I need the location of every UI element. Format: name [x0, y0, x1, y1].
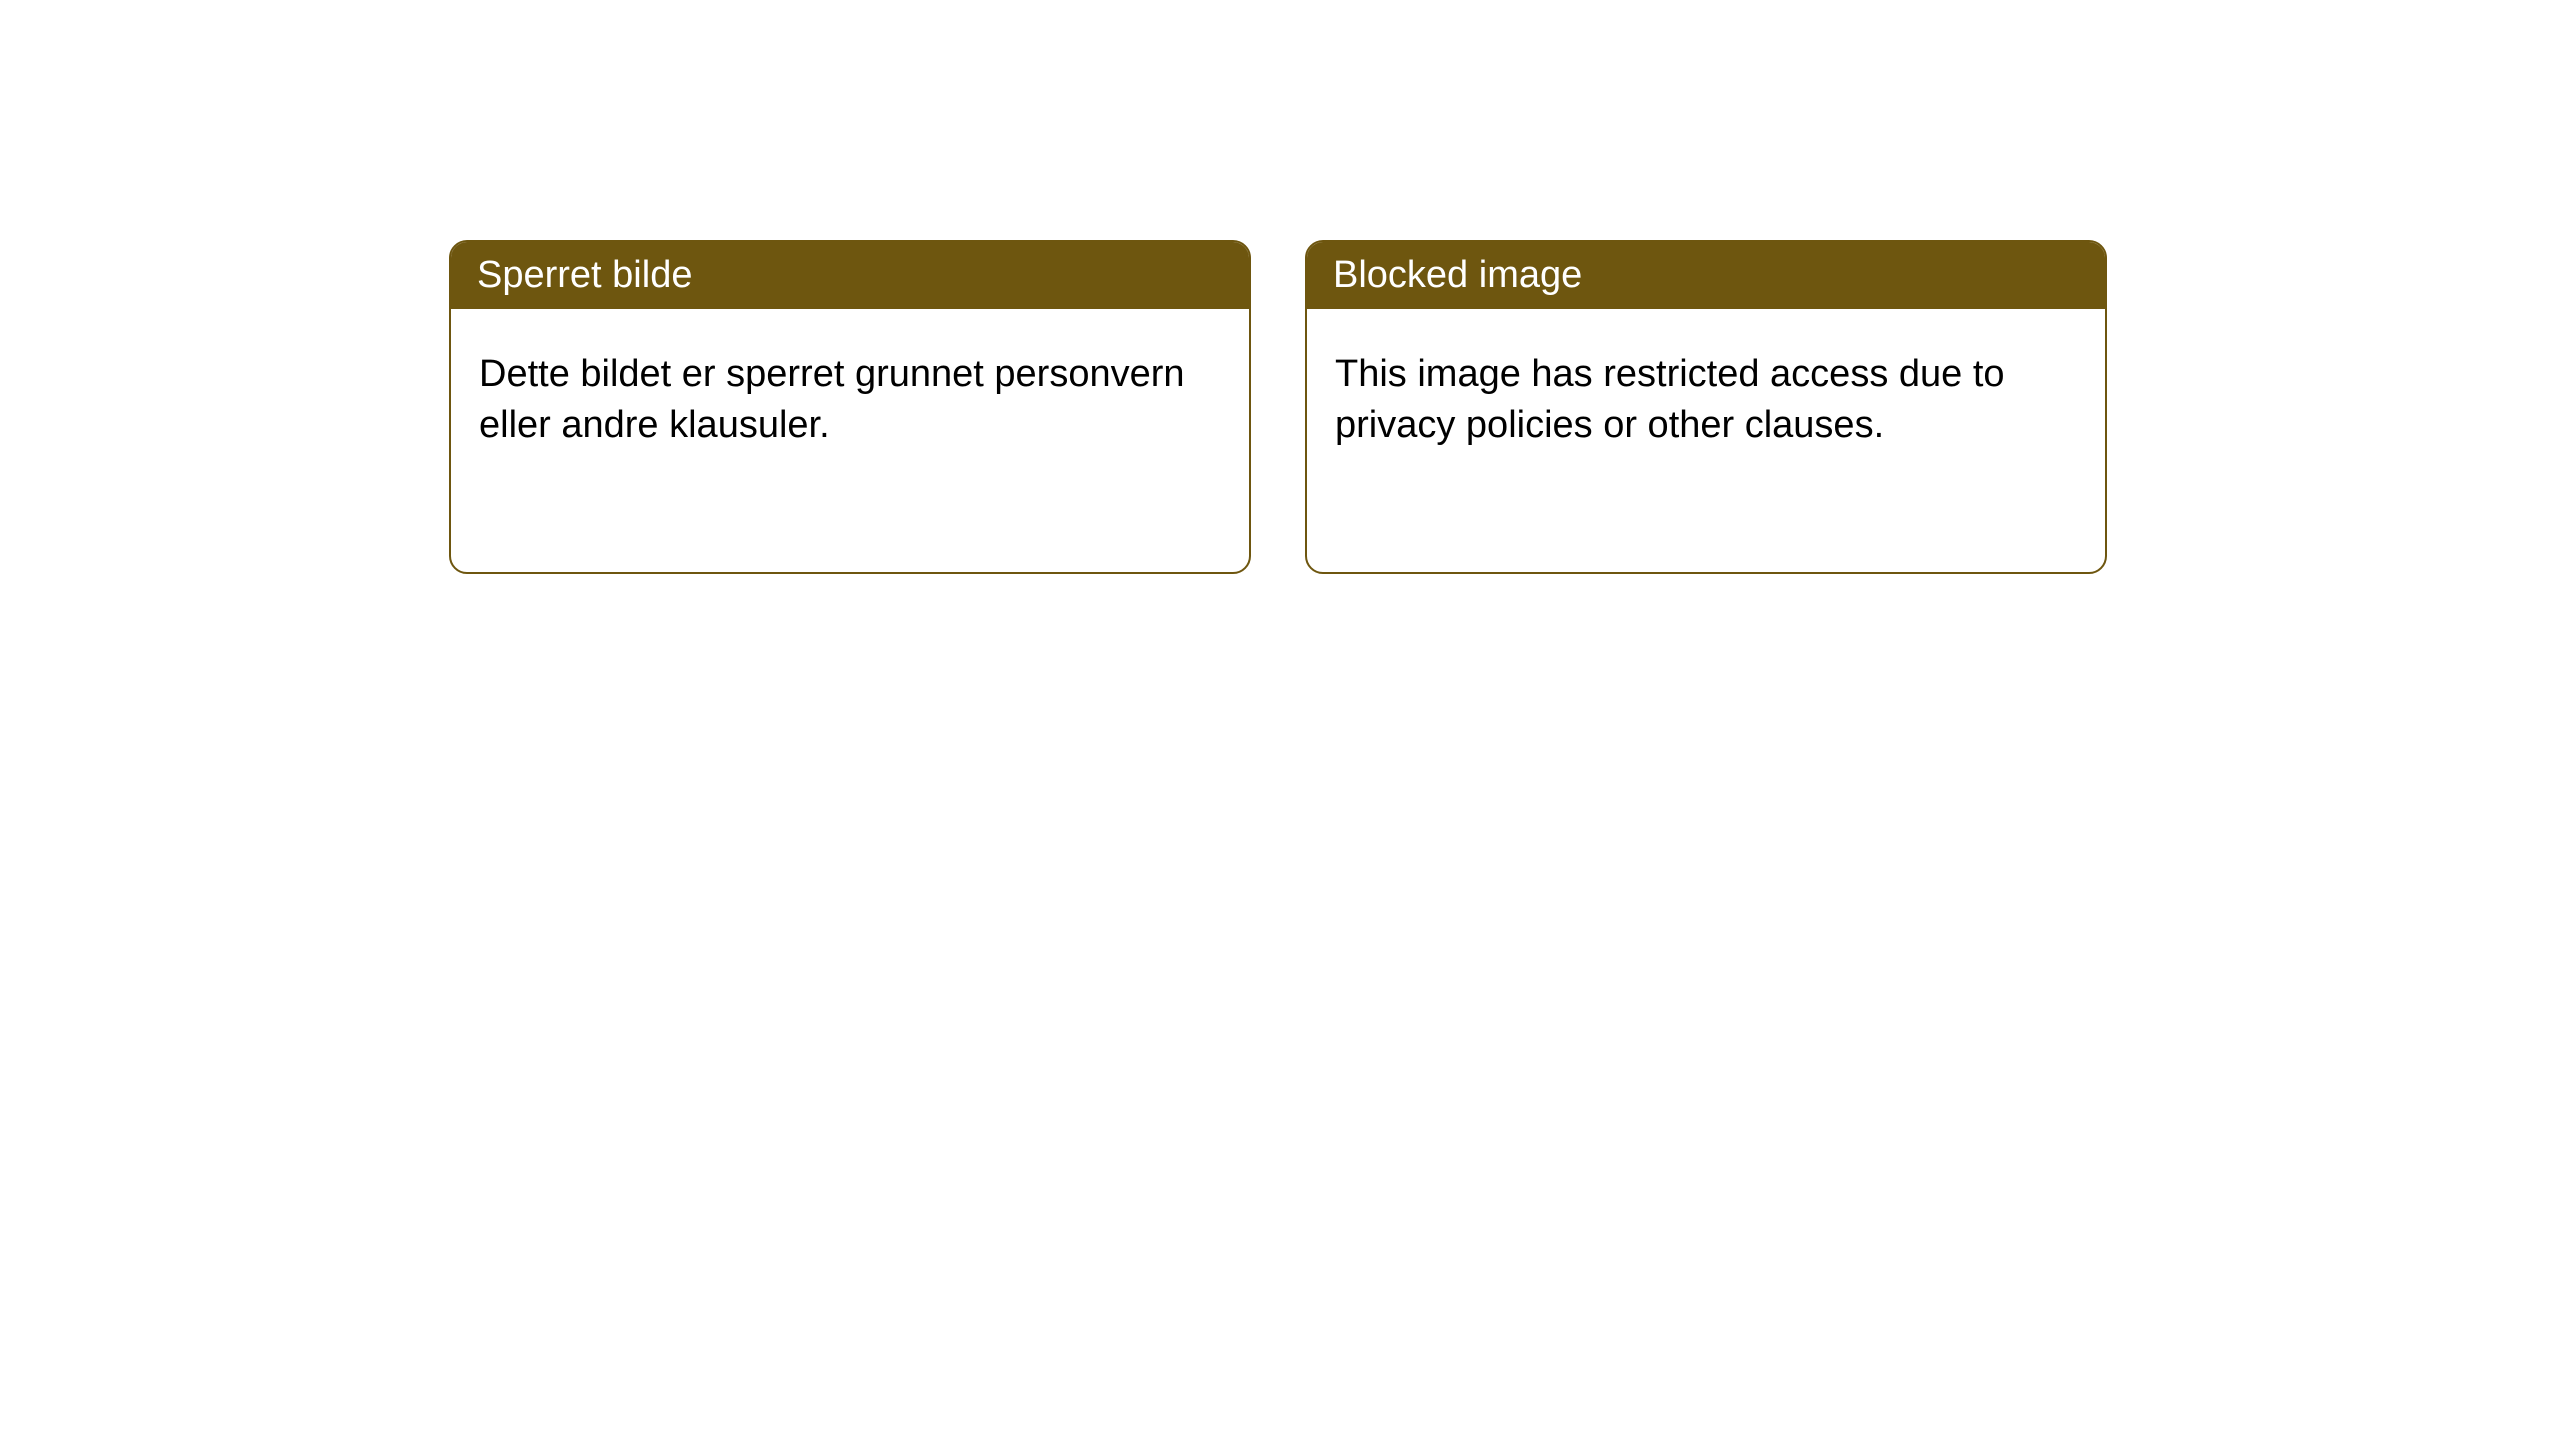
notice-body-norwegian: Dette bildet er sperret grunnet personve…: [451, 309, 1249, 492]
notice-title-english: Blocked image: [1307, 242, 2105, 309]
notice-body-english: This image has restricted access due to …: [1307, 309, 2105, 492]
notice-title-norwegian: Sperret bilde: [451, 242, 1249, 309]
notice-card-english: Blocked image This image has restricted …: [1305, 240, 2107, 574]
notice-container: Sperret bilde Dette bildet er sperret gr…: [0, 0, 2560, 574]
notice-card-norwegian: Sperret bilde Dette bildet er sperret gr…: [449, 240, 1251, 574]
